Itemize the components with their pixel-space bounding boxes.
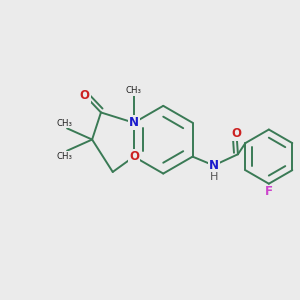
Text: H: H	[210, 172, 218, 182]
Text: CH₃: CH₃	[56, 118, 72, 127]
Text: O: O	[80, 89, 90, 102]
Text: CH₃: CH₃	[56, 152, 72, 160]
Text: N: N	[129, 116, 139, 129]
Text: O: O	[231, 127, 242, 140]
Text: N: N	[209, 159, 219, 172]
Text: CH₃: CH₃	[126, 86, 142, 95]
Text: F: F	[265, 185, 273, 199]
Text: O: O	[129, 150, 139, 163]
